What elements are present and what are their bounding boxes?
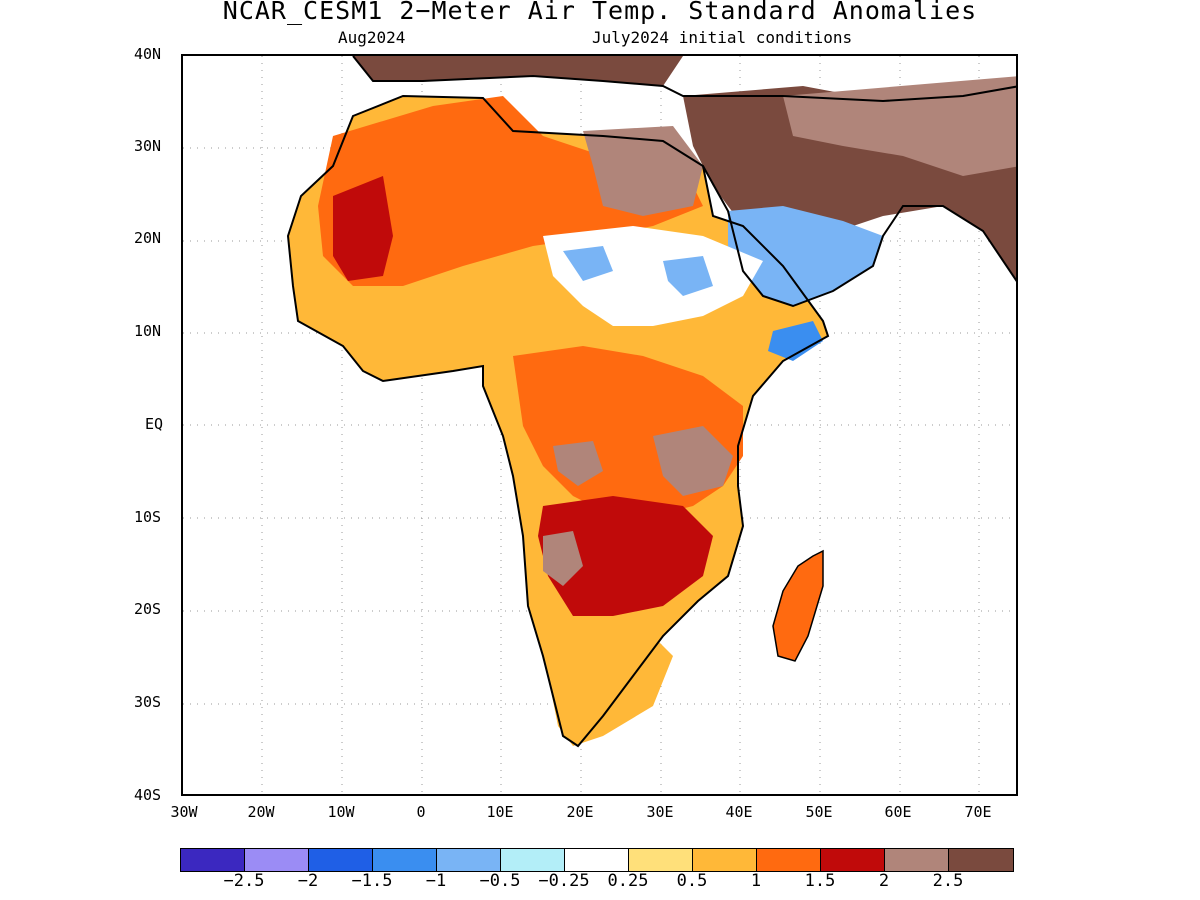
lat-label: EQ	[145, 415, 164, 433]
lon-label: 10W	[327, 803, 355, 821]
lon-label: 30E	[646, 803, 674, 821]
lon-label: 70E	[964, 803, 992, 821]
sahara-brown	[583, 126, 703, 216]
lon-label: 20W	[247, 803, 275, 821]
initial-conditions: July2024 initial conditions	[592, 28, 853, 47]
map-title: NCAR_CESM1 2−Meter Air Temp. Standard An…	[222, 0, 978, 25]
colorbar-label: 0.25	[607, 871, 649, 891]
colorbar-swatch	[437, 849, 501, 871]
lon-label: 40E	[725, 803, 753, 821]
colorbar-swatch	[629, 849, 693, 871]
colorbar-label: −2	[297, 871, 319, 891]
mediterranean-coast	[352, 56, 1016, 103]
lat-label: 10S	[134, 508, 162, 526]
colorbar-swatch	[821, 849, 885, 871]
south-africa-lower	[543, 616, 673, 746]
lat-label: 40S	[134, 786, 162, 804]
southern-africa-red	[538, 496, 713, 616]
lon-label: 20E	[566, 803, 594, 821]
lat-label: 20N	[134, 229, 162, 247]
lon-label: 10E	[486, 803, 514, 821]
southern-africa-brown	[543, 531, 583, 586]
sahel-cool-blue	[563, 246, 713, 296]
colorbar-swatch	[693, 849, 757, 871]
colorbar-swatch	[949, 849, 1013, 871]
central-africa-brown	[553, 426, 733, 496]
colorbar-label: −0.25	[538, 871, 590, 891]
map-canvas	[183, 56, 1016, 794]
colorbar-swatch	[501, 849, 565, 871]
lat-label: 10N	[134, 322, 162, 340]
colorbar-swatch	[309, 849, 373, 871]
arabia-coastline	[702, 165, 1016, 308]
arabian-peninsula	[728, 206, 883, 306]
lon-label: 30W	[170, 803, 198, 821]
africa-coastline	[286, 94, 830, 748]
colorbar-label: −1	[425, 871, 447, 891]
europe-strip	[353, 56, 683, 86]
colorbar-label: 1.5	[804, 871, 836, 891]
madagascar	[772, 549, 824, 662]
colorbar-label: −1.5	[351, 871, 393, 891]
colorbar-swatch	[245, 849, 309, 871]
colorbar-label: −2.5	[223, 871, 265, 891]
colorbar-label: 2.5	[932, 871, 964, 891]
east-africa-blue	[768, 321, 823, 361]
forecast-month: Aug2024	[338, 28, 406, 47]
lon-label: 50E	[805, 803, 833, 821]
colorbar	[180, 848, 1014, 872]
lat-label: 30S	[134, 693, 162, 711]
lat-label: 30N	[134, 137, 162, 155]
sahara-red-band	[318, 96, 703, 286]
colorbar-swatch	[885, 849, 949, 871]
colorbar-swatch	[565, 849, 629, 871]
lon-label: 0	[416, 803, 426, 821]
west-africa-red	[333, 176, 393, 281]
colorbar-label: −0.5	[479, 871, 521, 891]
colorbar-label: 0.5	[676, 871, 708, 891]
lat-label: 40N	[134, 45, 162, 63]
lon-label: 60E	[884, 803, 912, 821]
colorbar-label: 2	[878, 871, 890, 891]
lat-label: 20S	[134, 600, 162, 618]
colorbar-label: 1	[750, 871, 762, 891]
anomaly-map	[181, 54, 1018, 796]
colorbar-swatch	[181, 849, 245, 871]
colorbar-swatch	[373, 849, 437, 871]
persia-region	[783, 76, 1016, 176]
colorbar-swatch	[757, 849, 821, 871]
